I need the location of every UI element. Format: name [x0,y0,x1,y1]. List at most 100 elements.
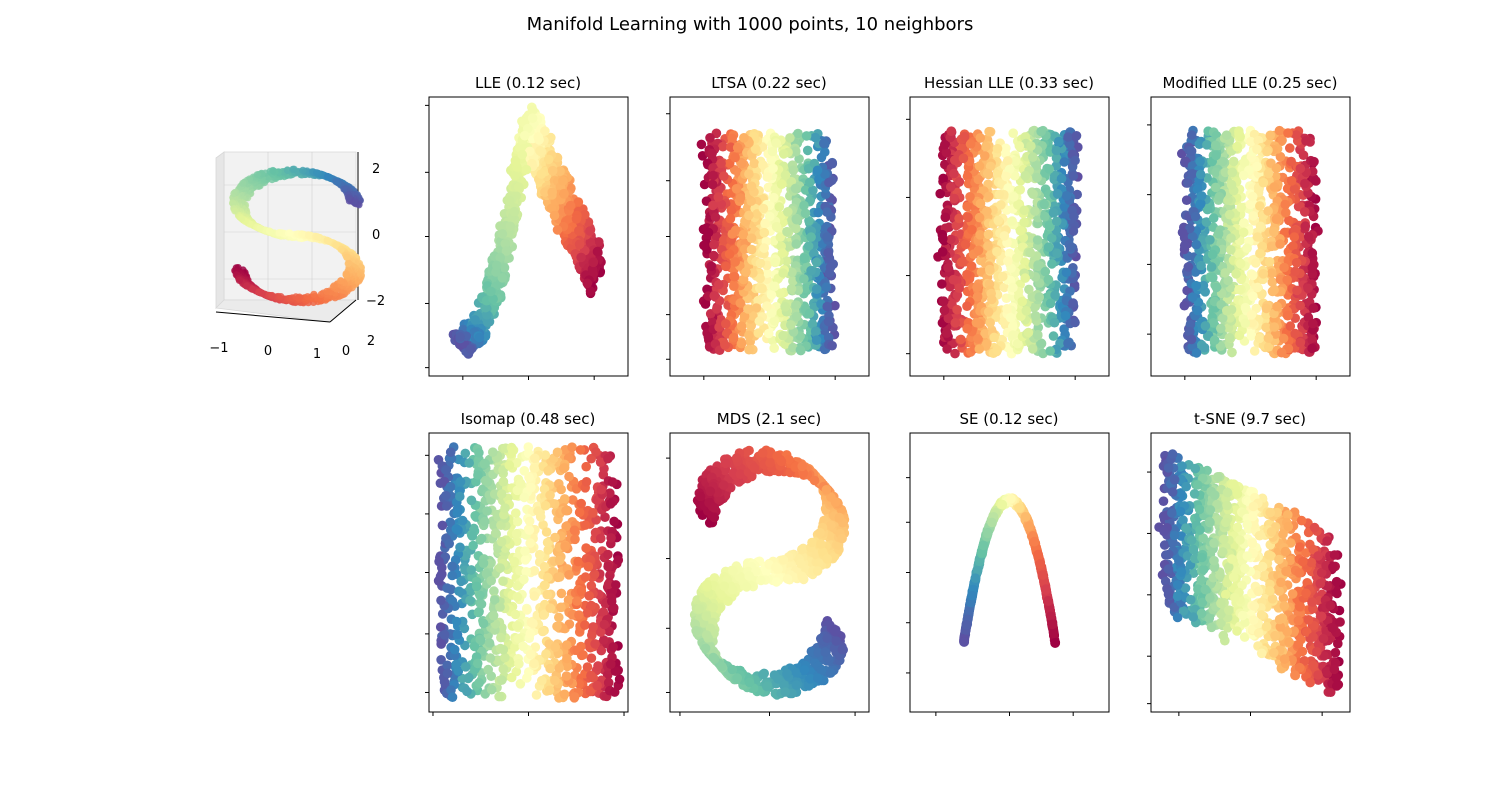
data-point [1279,262,1289,273]
data-point [255,288,263,296]
data-point [1036,126,1046,137]
data-point [696,139,707,150]
data-point [1025,247,1035,258]
data-point [313,169,321,177]
data-point [1269,322,1280,332]
data-point [1308,303,1319,314]
data-point [1047,259,1057,269]
data-point [992,143,1003,154]
data-point [585,226,595,236]
data-point [735,298,746,308]
data-point [491,260,502,271]
data-point [703,332,714,342]
data-point [721,261,731,272]
data-point [1202,140,1212,150]
data-point [533,132,544,142]
data-point [746,244,757,255]
data-point [1238,170,1249,181]
data-point [1290,328,1300,339]
data-point [958,153,969,164]
data-point [1179,300,1190,311]
data-point [699,240,709,251]
left-pane [215,151,225,309]
data-point [950,155,960,165]
data-point [982,206,992,217]
data-point [324,173,332,181]
data-point [1267,277,1278,287]
data-point [1070,317,1080,328]
data-point [940,140,950,150]
data-point [1012,253,1022,263]
data-point [1032,235,1043,245]
data-point [1001,171,1011,182]
data-point [1291,130,1301,140]
data-point [739,133,749,143]
data-point [998,271,1008,282]
data-point [730,257,740,267]
data-point [799,253,810,264]
data-point [1068,171,1079,181]
data-point [719,171,729,181]
data-point [940,212,951,223]
data-point [1263,206,1273,216]
data-point [1177,227,1188,238]
data-point [708,200,718,211]
data-point [967,224,977,235]
data-point [1240,318,1251,329]
data-point [769,281,780,292]
data-point [771,138,781,148]
data-point [992,345,1002,355]
data-point [286,229,294,237]
data-point [1027,344,1038,354]
data-point [732,142,743,153]
data-point [1052,189,1063,199]
data-point [1266,268,1277,278]
data-point [938,173,948,184]
data-point [268,291,276,300]
data-point [1026,141,1036,151]
data-point [1060,310,1071,321]
data-point [744,330,754,341]
data-point [776,179,787,189]
plot-title: LLE (0.12 sec) [475,74,581,92]
data-point [759,243,769,253]
data-point [959,131,970,142]
data-point [1003,256,1013,266]
data-point [962,269,972,280]
data-point [799,200,809,211]
data-point [1196,191,1207,201]
data-point [712,304,722,314]
data-point [942,328,952,338]
data-point [746,233,757,243]
data-point [937,279,947,289]
data-point [1191,348,1202,358]
data-point [1068,226,1079,236]
y-axis-3d [329,299,357,323]
data-point [821,282,832,293]
data-point [993,215,1003,226]
data-point [994,189,1005,200]
data-point [332,241,340,249]
data-point [703,227,714,238]
data-point [1021,306,1032,316]
data-point [783,207,793,217]
data-point [973,174,984,185]
data-point [938,296,949,307]
data-point [248,285,256,293]
data-point [729,271,740,282]
data-point [984,191,994,202]
data-point [1236,202,1246,213]
data-point [344,194,352,202]
data-point [269,166,277,175]
data-point [975,133,986,143]
data-point [1234,284,1244,295]
data-point [1001,143,1011,154]
data-point [716,158,726,169]
data-point [736,321,747,332]
data-point [1019,205,1029,216]
data-point [514,182,524,192]
scatter-points [1177,125,1323,359]
data-point [1248,211,1259,221]
data-point [230,190,238,198]
data-point [744,210,754,221]
